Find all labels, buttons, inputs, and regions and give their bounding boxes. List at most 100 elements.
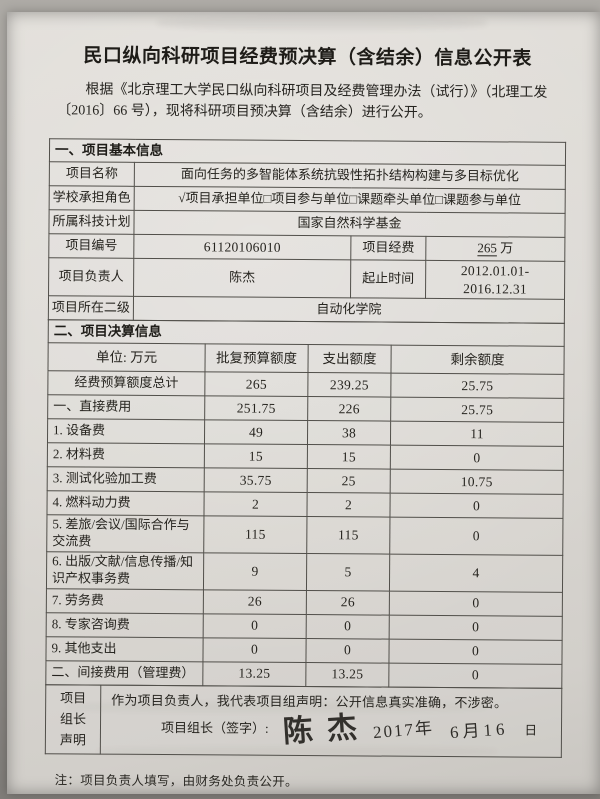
basic-info-table: 一、项目基本信息 项目名称 面向任务的多智能体系统抗毁性拓扑结构构建与多目标优化… [47, 138, 567, 324]
row-value: 239.25 [307, 372, 391, 398]
declaration-row-label: 项目组长声明 [45, 684, 101, 754]
row-label: 1. 设备费 [47, 418, 205, 444]
column-header-row: 单位: 万元 批复预算额度 支出额度 剩余额度 [47, 342, 565, 375]
bleedthrough-smudge [97, 747, 497, 756]
row-label: 7. 劳务费 [46, 588, 204, 614]
field-label: 项目负责人 [48, 257, 134, 297]
row-value: 49 [204, 419, 308, 445]
budget-unit: 万 [500, 240, 514, 256]
row-label: 二、间接费用（管理费） [45, 660, 203, 686]
paper-sheet: 民口纵向科研项目经费预决算（含结余）信息公开表 根据《北京理工大学民口纵向科研项… [7, 12, 600, 794]
row-value: 251.75 [204, 395, 308, 421]
row-value: 25 [307, 468, 391, 494]
field-label: 项目经费 [350, 235, 426, 261]
table-row: 2. 材料费 15 15 0 [47, 442, 564, 471]
date-block: 2017年 6月16 日 [372, 717, 538, 742]
table-row: 所属科技计划 国家自然科学基金 [48, 209, 566, 238]
column-header: 支出额度 [307, 344, 392, 374]
table-row: 一、直接费用 251.75 226 25.75 [47, 394, 564, 423]
table-row: 8. 专家咨询费 0 0 0 [46, 612, 563, 640]
field-value: 2012.01.01- 2016.12.31 [425, 260, 565, 300]
row-label: 5. 差旅/会议/国际合作与交流费 [46, 514, 204, 553]
column-header: 单位: 万元 [47, 342, 206, 372]
field-label: 项目名称 [49, 161, 135, 187]
row-value: 38 [307, 420, 391, 446]
row-value: 265 [204, 371, 308, 397]
row-value: 10.75 [390, 469, 564, 495]
field-value: 自动化学院 [133, 296, 565, 324]
column-header: 剩余额度 [390, 345, 565, 375]
row-label: 经费预算额度总计 [47, 370, 205, 396]
field-label: 项目所在二级 [48, 295, 134, 321]
budget-amount: 265 [477, 240, 498, 256]
table-row: 学校承担角色 √项目承担单位□项目参与单位□课题牵头单位□课题参与单位 [49, 185, 566, 214]
signature-handwriting: 陈杰 [281, 710, 372, 749]
date-monthday-handwriting: 6月16 [449, 718, 509, 742]
field-value: 265 万 [425, 236, 565, 262]
field-label: 项目编号 [48, 233, 134, 259]
row-value: 13.25 [202, 661, 306, 687]
table-row: 5. 差旅/会议/国际合作与交流费 115 115 0 [46, 514, 563, 556]
row-value: 0 [203, 613, 307, 639]
field-value: 61120106010 [133, 234, 351, 260]
row-value: 15 [204, 443, 308, 469]
table-row: 9. 其他支出 0 0 0 [45, 636, 563, 664]
settlement-table: 二、项目决算信息 单位: 万元 批复预算额度 支出额度 剩余额度 经费预算额度总… [45, 319, 565, 689]
table-row: 经费预算额度总计 265 239.25 25.75 [47, 370, 564, 399]
table-row: 4. 燃料动力费 2 2 0 [46, 490, 564, 519]
row-value: 25.75 [390, 373, 564, 399]
row-value: 2 [306, 492, 391, 518]
document-content: 民口纵向科研项目经费预决算（含结余）信息公开表 根据《北京理工大学民口纵向科研项… [2, 10, 600, 792]
row-value: 0 [389, 493, 564, 519]
row-value: 0 [390, 445, 564, 471]
date-year-handwriting: 2017年 [372, 717, 435, 742]
row-value: 25.75 [390, 397, 564, 423]
intro-paragraph: 根据《北京理工大学民口纵向科研项目及经费管理办法（试行）》（北理工发〔2016〕… [57, 82, 548, 121]
row-label: 2. 材料费 [47, 442, 205, 468]
table-row: 项目编号 61120106010 项目经费 265 万 [48, 233, 565, 262]
declaration-table: 项目组长声明 作为项目负责人，我代表项目组声明：公开信息真实准确，不涉密。 项目… [44, 683, 563, 758]
field-value: 国家自然科学基金 [133, 210, 566, 238]
row-label: 6. 出版/文献/信息传播/知识产权事务费 [46, 551, 204, 590]
row-label: 8. 专家咨询费 [46, 612, 204, 638]
row-value: 9 [203, 552, 307, 591]
table-row: 6. 出版/文献/信息传播/知识产权事务费 9 5 4 [46, 551, 563, 592]
row-value: 226 [307, 396, 391, 422]
row-value: 35.75 [204, 467, 308, 493]
page-title: 民口纵向科研项目经费预决算（含结余）信息公开表 [83, 45, 533, 70]
row-value: 115 [203, 515, 307, 554]
field-label: 起止时间 [350, 259, 426, 299]
row-label: 3. 测试化验加工费 [47, 466, 205, 492]
row-value: 0 [389, 517, 563, 556]
row-label: 9. 其他支出 [45, 636, 204, 662]
table-row: 7. 劳务费 26 26 0 [46, 588, 563, 616]
signature-line: 项目组长（签字）: 陈杰 2017年 6月16 日 [111, 710, 553, 748]
row-value: 11 [390, 421, 564, 447]
field-label: 所属科技计划 [48, 209, 135, 235]
column-header: 批复预算额度 [204, 343, 309, 373]
row-value: 26 [306, 590, 390, 615]
table-row: 项目名称 面向任务的多智能体系统抗毁性拓扑结构构建与多目标优化 [49, 161, 566, 190]
table-row: 1. 设备费 49 38 11 [47, 418, 564, 447]
field-value: 面向任务的多智能体系统抗毁性拓扑结构构建与多目标优化 [134, 162, 566, 190]
row-value: 2 [203, 491, 308, 517]
table-row: 项目组长声明 作为项目负责人，我代表项目组声明：公开信息真实准确，不涉密。 项目… [45, 684, 562, 757]
settlement-tbody: 经费预算额度总计 265 239.25 25.75 一、直接费用 251.75 226 25.… [45, 370, 564, 688]
row-value: 13.25 [305, 662, 389, 687]
bleedthrough-smudge [67, 702, 487, 712]
table-row: 3. 测试化验加工费 35.75 25 10.75 [47, 466, 564, 495]
row-value: 115 [306, 516, 390, 554]
row-value: 26 [203, 589, 307, 615]
field-label: 学校承担角色 [49, 185, 135, 211]
sign-label: 项目组长（签字）: [160, 720, 269, 736]
row-value: 0 [202, 637, 307, 663]
field-value: √项目承担单位□项目参与单位□课题牵头单位□课题参与单位 [134, 186, 566, 214]
row-value: 15 [307, 444, 391, 470]
date-day-suffix: 日 [524, 723, 538, 739]
row-label: 4. 燃料动力费 [46, 490, 205, 516]
row-value: 0 [389, 590, 563, 616]
row-value: 0 [388, 662, 562, 688]
row-value: 0 [388, 638, 563, 664]
row-value: 0 [306, 614, 390, 639]
row-value: 4 [389, 553, 563, 592]
